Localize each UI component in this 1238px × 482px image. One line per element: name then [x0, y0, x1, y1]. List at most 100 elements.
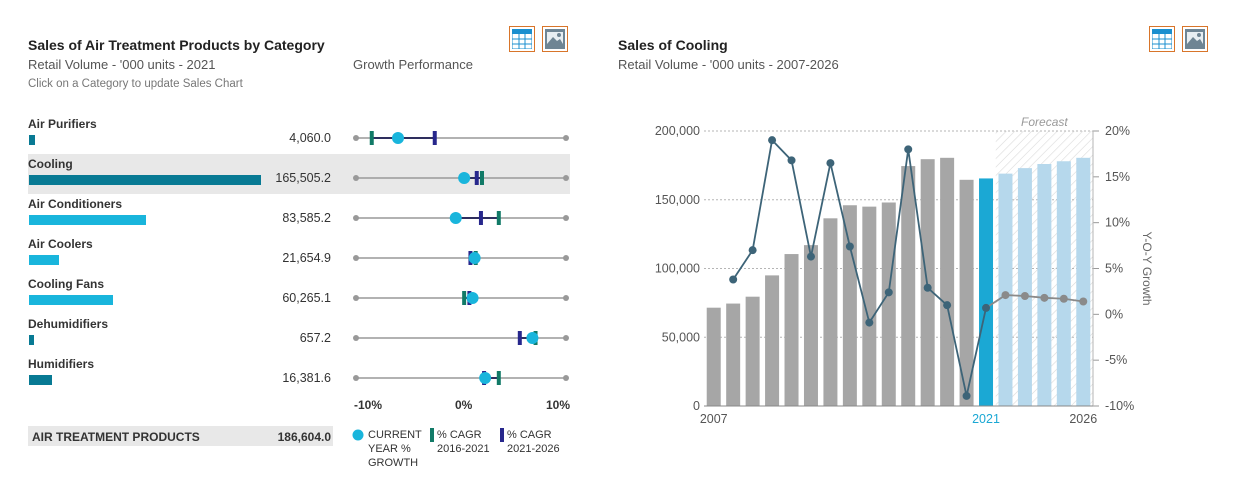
growth-point[interactable]	[1001, 291, 1010, 300]
growth-point[interactable]	[982, 303, 991, 312]
y-tick-label: 100,000	[655, 262, 700, 276]
growth-track	[353, 251, 569, 265]
table-view-button-right[interactable]	[1149, 26, 1175, 52]
volume-bar[interactable]	[1076, 157, 1091, 406]
category-row[interactable]: Air Coolers 21,654.9	[28, 234, 570, 274]
volume-bar[interactable]	[998, 173, 1013, 406]
volume-bar[interactable]	[803, 245, 818, 406]
category-name: Dehumidifiers	[28, 317, 109, 331]
category-value: 657.2	[299, 331, 331, 345]
category-value: 16,381.6	[282, 371, 331, 385]
y2-tick-label: 10%	[1105, 216, 1130, 230]
cagr-2016-2021-mark	[496, 211, 501, 225]
y2-tick-label: 20%	[1105, 124, 1130, 138]
volume-bar[interactable]	[823, 218, 838, 406]
volume-bar[interactable]	[1056, 161, 1071, 406]
growth-point[interactable]	[1079, 297, 1088, 306]
growth-point[interactable]	[826, 159, 835, 168]
growth-track-end	[353, 335, 359, 341]
growth-point[interactable]	[768, 136, 777, 145]
volume-bar[interactable]	[901, 166, 916, 406]
category-row[interactable]: Humidifiers 16,381.6	[28, 354, 570, 394]
growth-track-end	[563, 175, 569, 181]
cagr-2016-2021-mark	[496, 371, 501, 385]
growth-track	[353, 211, 569, 225]
legend-current-label: CURRENT YEAR % GROWTH	[368, 429, 422, 469]
image-export-button-right[interactable]	[1182, 26, 1208, 52]
growth-point[interactable]	[1059, 294, 1068, 303]
y2-tick-label: -5%	[1105, 353, 1127, 367]
growth-point[interactable]	[748, 246, 757, 255]
category-value: 60,265.1	[282, 291, 331, 305]
y-tick-label: 150,000	[655, 193, 700, 207]
growth-point[interactable]	[806, 252, 815, 261]
category-row[interactable]: Dehumidifiers 657.2	[28, 314, 570, 354]
cagr-2021-2026-mark	[517, 331, 522, 345]
table-view-button[interactable]	[509, 26, 535, 52]
x-tick-label: 2021	[972, 412, 1000, 426]
growth-point[interactable]	[729, 275, 738, 284]
category-row[interactable]: Air Purifiers 4,060.0	[28, 114, 570, 154]
category-name: Humidifiers	[28, 357, 95, 371]
growth-track-end	[563, 135, 569, 141]
growth-track-end	[563, 215, 569, 221]
category-volume-bar	[29, 335, 34, 345]
x-tick-label: 2007	[700, 412, 728, 426]
growth-point[interactable]	[904, 145, 913, 154]
category-row[interactable]: Cooling Fans 60,265.1	[28, 274, 570, 314]
y-tick-label: 0	[693, 399, 700, 413]
category-hint: Click on a Category to update Sales Char…	[28, 78, 243, 90]
volume-bar[interactable]	[765, 275, 780, 406]
legend-cagr1-mark	[430, 428, 434, 442]
growth-point[interactable]	[923, 283, 932, 292]
category-name: Cooling Fans	[28, 277, 104, 291]
volume-bar[interactable]	[881, 202, 896, 407]
y2-axis-title: Y-O-Y Growth	[1140, 231, 1154, 305]
category-name: Air Purifiers	[28, 117, 97, 131]
volume-bar[interactable]	[862, 206, 877, 406]
left-panel-title: Sales of Air Treatment Products by Categ…	[28, 37, 325, 53]
legend-current-dot	[352, 429, 364, 441]
volume-bar[interactable]	[706, 307, 721, 406]
volume-bar[interactable]	[979, 178, 994, 406]
total-label: AIR TREATMENT PRODUCTS	[32, 430, 200, 444]
total-value: 186,604.0	[277, 430, 331, 444]
growth-point[interactable]	[943, 301, 952, 310]
image-icon	[1185, 29, 1205, 49]
growth-track	[353, 291, 569, 305]
table-icon	[512, 29, 532, 49]
legend-cagr2-label: % CAGR 2021-2026	[507, 429, 560, 455]
y-tick-label: 200,000	[655, 124, 700, 138]
y2-tick-label: -10%	[1105, 399, 1134, 413]
cagr-2021-2026-mark	[474, 171, 479, 185]
volume-bar[interactable]	[784, 254, 799, 406]
category-row[interactable]: Air Conditioners 83,585.2	[28, 194, 570, 234]
growth-point[interactable]	[787, 156, 796, 165]
growth-point[interactable]	[1020, 292, 1029, 300]
current-growth-dot	[449, 212, 462, 224]
volume-bar[interactable]	[940, 157, 955, 406]
growth-axis-label-zero: 0%	[455, 398, 473, 412]
volume-bar[interactable]	[745, 296, 760, 406]
growth-track-end	[563, 375, 569, 381]
volume-bar[interactable]	[959, 179, 974, 406]
growth-point[interactable]	[884, 288, 893, 297]
category-row[interactable]: Cooling 165,505.2	[28, 154, 570, 194]
category-value: 4,060.0	[289, 131, 331, 145]
category-volume-bar	[29, 295, 114, 305]
category-value: 21,654.9	[282, 251, 331, 265]
growth-point[interactable]	[845, 242, 854, 251]
volume-bar[interactable]	[842, 205, 857, 406]
growth-axis-label-min: -10%	[354, 398, 383, 412]
category-name: Cooling	[28, 157, 73, 171]
cagr-2016-2021-mark	[369, 131, 374, 145]
image-export-button[interactable]	[542, 26, 568, 52]
volume-bar[interactable]	[1037, 164, 1052, 406]
volume-bar[interactable]	[726, 303, 741, 406]
growth-point[interactable]	[962, 391, 971, 400]
image-icon	[545, 29, 565, 49]
volume-bar[interactable]	[1017, 168, 1032, 406]
current-growth-dot	[458, 172, 471, 184]
growth-point[interactable]	[865, 318, 874, 327]
growth-point[interactable]	[1040, 293, 1049, 302]
